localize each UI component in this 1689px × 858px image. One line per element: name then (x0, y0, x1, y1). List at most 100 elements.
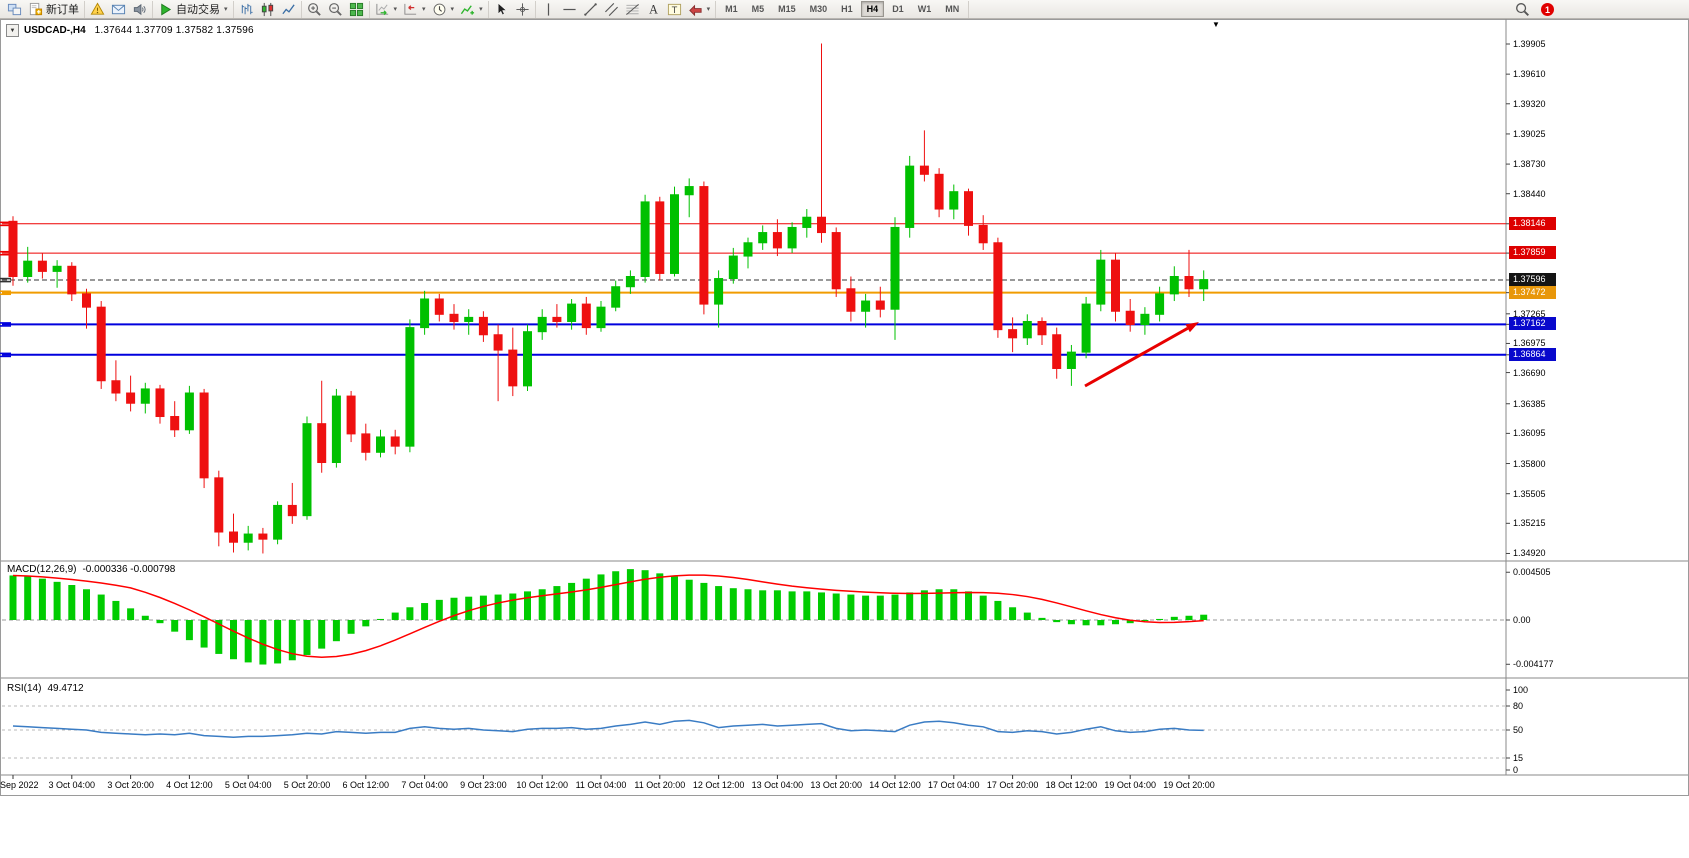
price-badge: 1.38146 (1509, 216, 1556, 230)
time-axis-label: 17 Oct 04:00 (928, 780, 980, 790)
trendline-icon[interactable] (580, 1, 601, 17)
autotrading-group: 自动交易 ▾ (153, 0, 234, 18)
time-ticks (12, 775, 1190, 779)
mailbox-icon[interactable] (108, 1, 129, 17)
price-badge: 1.37162 (1509, 317, 1556, 331)
zoom-out-icon[interactable] (325, 1, 346, 17)
time-axis-label: 9 Oct 23:00 (460, 780, 507, 790)
tile-windows-icon[interactable] (346, 1, 367, 17)
price-axis-tick: 1.34920 (1513, 548, 1546, 559)
auto-scroll-icon[interactable]: ▾ (372, 1, 401, 17)
time-axis-label: 6 Oct 12:00 (342, 780, 390, 790)
text-label-icon[interactable]: T (664, 1, 685, 17)
timeframe-w1[interactable]: W1 (917, 4, 932, 14)
price-axis-tick: 1.37265 (1513, 308, 1546, 319)
rsi-pane-label: RSI(14) 49.4712 (7, 683, 84, 694)
bar-chart-icon[interactable] (236, 1, 257, 17)
macd-axis-tick: 0.00 (1513, 615, 1531, 625)
timeframe-group: M1 M5 M15 M30 H1 H4 D1 W1 MN (716, 0, 970, 18)
timeframe-d1[interactable]: D1 (892, 4, 904, 14)
indicators-icon[interactable]: ▾ (457, 1, 486, 17)
chevron-down-icon[interactable]: ▾ (393, 6, 398, 13)
timeframe-m15[interactable]: M15 (778, 4, 796, 14)
price-axis[interactable]: 1.39905 1.39610 1.39320 1.39025 1.38730 1.384… (1506, 19, 1689, 775)
timeframe-m1[interactable]: M1 (725, 4, 738, 14)
rsi-axis-tick: 15 (1513, 753, 1524, 763)
price-axis-tick: 1.36690 (1513, 367, 1546, 378)
terminal-icon[interactable] (4, 1, 25, 17)
equidistant-channel-icon[interactable] (601, 1, 622, 17)
sounds-icon[interactable] (129, 1, 150, 17)
time-axis[interactable]: 30 Sep 2022 3 Oct 04:00 3 Oct 20:00 4 Oct 1… (0, 775, 1689, 796)
pane-separator-macd[interactable] (0, 558, 1689, 565)
comm-group (85, 0, 153, 18)
chevron-down-icon[interactable]: ▾ (224, 6, 228, 13)
horizontal-levels[interactable] (0, 221, 1506, 358)
macd-axis-tick: 0.004505 (1513, 567, 1551, 578)
time-axis-label: 11 Oct 20:00 (634, 780, 686, 790)
chart-type-group (234, 0, 302, 18)
pane-chrome (1, 19, 1688, 776)
fibonacci-icon[interactable] (622, 1, 643, 17)
pane-separator-rsi[interactable] (0, 675, 1689, 682)
chevron-down-icon[interactable]: ▾ (706, 6, 711, 13)
search-icon[interactable] (1512, 2, 1533, 18)
chevron-down-icon[interactable]: ▾ (479, 6, 483, 13)
line-chart-icon[interactable] (278, 1, 299, 17)
time-axis-label: 18 Oct 12:00 (1045, 780, 1098, 790)
alerts-icon[interactable] (87, 1, 108, 17)
chart-window[interactable] (0, 19, 1689, 796)
candlestick-chart-icon[interactable] (257, 1, 278, 17)
zoom-in-icon[interactable] (304, 1, 325, 17)
price-badge: 1.37596 (1509, 272, 1556, 286)
objects-group: A T ▾ (536, 0, 717, 18)
new-order-button[interactable]: 新订单 (25, 1, 82, 17)
vertical-line-icon[interactable] (538, 1, 559, 17)
timeframe-m5[interactable]: M5 (751, 4, 765, 14)
crosshair-icon[interactable] (512, 1, 533, 17)
candles-layer (8, 43, 1209, 554)
price-axis-tick: 1.35505 (1513, 488, 1546, 499)
cursor-group (489, 0, 536, 18)
collapse-chart-button[interactable]: ▼ (6, 24, 19, 37)
chart-shift-marker[interactable]: ▼ (1212, 20, 1220, 29)
macd-axis-tick: -0.004177 (1513, 659, 1554, 670)
chevron-down-icon[interactable]: ▾ (422, 6, 426, 13)
price-badge: 1.36864 (1509, 347, 1556, 361)
timeframe-mn[interactable]: MN (945, 4, 960, 14)
main-toolbar: 新订单 自动交易 ▾ ▾ ▾ ▾ ▾ A T ▾ M1 M5 M15 M30 H1 H4 D1 W1 MN 1 (0, 0, 1689, 19)
chart-title: USDCAD-,H4 (24, 25, 86, 36)
autotrading-button[interactable]: 自动交易 ▾ (155, 1, 231, 17)
time-axis-label: 3 Oct 04:00 (48, 780, 96, 790)
text-icon[interactable]: A (643, 1, 664, 17)
price-axis-tick: 1.39610 (1513, 69, 1546, 80)
chart-shift-icon[interactable]: ▾ (400, 1, 429, 17)
notification-badge[interactable]: 1 (1541, 3, 1554, 16)
svg-text:A: A (649, 2, 658, 16)
time-axis-label: 10 Oct 12:00 (516, 780, 568, 790)
chevron-down-icon[interactable]: ▾ (450, 6, 455, 13)
window-group: 新订单 (2, 0, 85, 18)
rsi-indicator-name: RSI(14) (7, 683, 42, 694)
timeframe-m30[interactable]: M30 (809, 4, 828, 14)
macd-signal-line (12, 574, 1204, 658)
chart-title-line: ▼ USDCAD-,H4 1.37644 1.37709 1.37582 1.3… (6, 24, 254, 37)
price-axis-tick: 1.36385 (1513, 398, 1546, 409)
periods-icon[interactable]: ▾ (429, 1, 458, 17)
trend-arrow-annotation[interactable] (1084, 322, 1199, 388)
rsi-axis-tick: 0 (1513, 765, 1519, 775)
price-axis-tick: 1.35215 (1513, 518, 1546, 529)
zoom-group (302, 0, 370, 18)
arrows-icon[interactable]: ▾ (685, 1, 714, 17)
cursor-icon[interactable] (491, 1, 512, 17)
time-axis-label: 13 Oct 20:00 (810, 780, 862, 790)
horizontal-line-icon[interactable] (559, 1, 580, 17)
price-axis-tick: 1.39320 (1513, 98, 1546, 109)
svg-text:T: T (671, 4, 677, 14)
scroll-group: ▾ ▾ ▾ ▾ (370, 0, 489, 18)
macd-pane-label: MACD(12,26,9) -0.000336 -0.000798 (7, 564, 175, 575)
timeframe-h1[interactable]: H1 (841, 4, 853, 14)
price-axis-tick: 1.36095 (1513, 428, 1546, 439)
timeframe-h4[interactable]: H4 (860, 1, 885, 17)
